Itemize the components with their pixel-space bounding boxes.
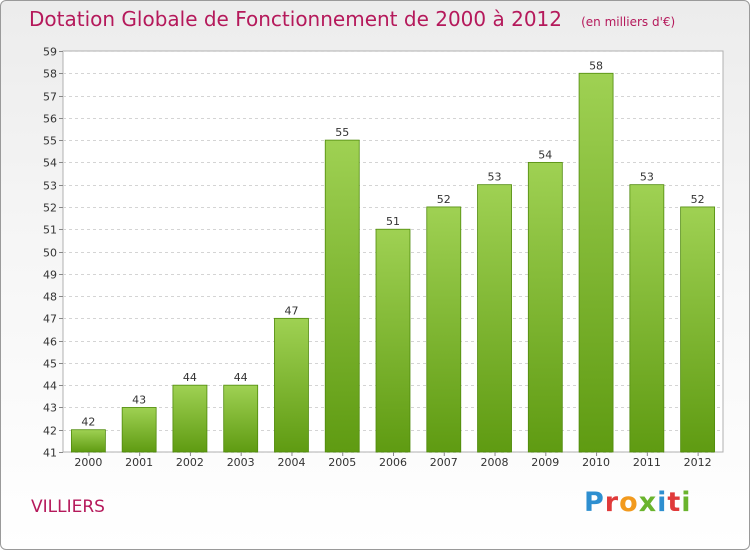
bar [274,317,309,453]
bar-value-label: 43 [132,393,146,406]
x-tick-label: 2011 [633,456,661,469]
y-tick-label: 58 [43,68,57,81]
bar-value-label: 42 [81,416,95,429]
proxiti-logo: Proxiti [584,487,692,518]
bar-value-label: 55 [335,126,349,139]
y-tick-label: 42 [43,425,57,438]
bar [680,206,716,453]
x-tick-label: 2008 [481,456,509,469]
y-tick-label: 41 [43,447,57,460]
bar-value-label: 44 [234,371,248,384]
logo-letter: x [638,487,658,518]
x-tick-label: 2003 [227,456,255,469]
y-tick-label: 46 [43,336,57,349]
bar-value-label: 47 [284,304,298,317]
y-tick-label: 43 [43,402,57,415]
x-tick-label: 2001 [125,456,153,469]
y-tick-label: 55 [43,135,57,148]
commune-name: VILLIERS [31,497,105,517]
bar-value-label: 53 [488,171,502,184]
logo-letter: i [681,487,692,518]
x-tick-label: 2004 [277,456,305,469]
x-tick-label: 2007 [430,456,458,469]
logo-letter: i [657,487,668,518]
y-tick-label: 59 [43,46,57,59]
y-tick-label: 48 [43,291,57,304]
bar-value-label: 44 [183,371,197,384]
bar [223,384,259,453]
chart-title-text: Dotation Globale de Fonctionnement de 20… [29,7,562,31]
logo-letter: r [604,487,620,518]
bar [172,384,208,453]
bar [629,184,665,453]
y-tick-label: 56 [43,113,57,126]
x-tick-label: 2006 [379,456,407,469]
y-tick-label: 57 [43,91,57,104]
x-tick-label: 2002 [176,456,204,469]
bar-value-label: 51 [386,215,400,228]
y-tick-label: 47 [43,313,57,326]
bar [375,228,411,453]
y-tick-label: 54 [43,157,57,170]
unit-label: (en milliers d'€) [581,15,676,29]
logo-letter: t [667,487,682,518]
y-tick-label: 49 [43,269,57,282]
x-tick-label: 2012 [684,456,712,469]
y-tick-label: 44 [43,380,57,393]
logo-letter: P [584,487,605,518]
chart-title: Dotation Globale de Fonctionnement de 20… [29,7,675,31]
bar-value-label: 52 [437,193,451,206]
bar [121,407,157,453]
bar [578,72,614,453]
bar-value-label: 52 [691,193,705,206]
y-tick-label: 50 [43,247,57,260]
x-tick-label: 2009 [531,456,559,469]
bar [527,161,563,453]
bar-value-label: 53 [640,171,654,184]
x-tick-label: 2005 [328,456,356,469]
y-tick-label: 53 [43,180,57,193]
y-tick-label: 45 [43,358,57,371]
x-tick-label: 2000 [74,456,102,469]
x-tick-label: 2010 [582,456,610,469]
bar-value-label: 58 [589,59,603,72]
y-tick-label: 51 [43,224,57,237]
logo-letter: o [619,487,639,518]
bar [426,206,462,453]
bar [324,139,360,453]
bar [70,429,106,453]
y-tick-label: 52 [43,202,57,215]
bar-value-label: 54 [538,148,552,161]
bar [477,184,512,453]
